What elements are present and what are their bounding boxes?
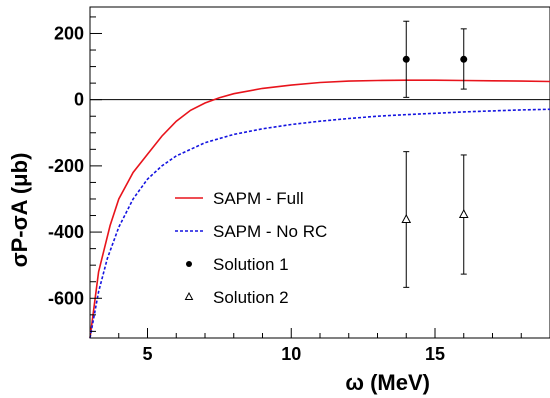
series-line-0 [89,79,550,339]
legend-swatch-2 [186,261,192,267]
legend-label-1: SAPM - No RC [213,222,327,241]
y-tick-label: 0 [74,90,84,110]
x-axis-title: ω (MeV) [345,370,430,395]
series-line-1 [89,108,550,339]
y-tick-label: -600 [48,288,84,308]
y-tick-label: -400 [48,222,84,242]
data-point-solution-2 [401,213,412,224]
legend-label-0: SAPM - Full [213,189,304,208]
legend-swatch-3 [184,291,194,300]
legend-label-2: Solution 1 [213,255,289,274]
data-point-solution-1 [460,55,468,63]
plot-frame [89,6,550,339]
data-point-solution-2 [458,208,469,219]
legend-label-3: Solution 2 [213,288,289,307]
x-tick-label: 5 [142,344,152,364]
data-point-solution-1 [402,55,410,63]
y-axis-title: σP-σA (μb) [7,153,32,268]
y-tick-label: 200 [54,23,84,43]
x-tick-label: 10 [281,344,301,364]
y-tick-label: -200 [48,156,84,176]
x-tick-label: 15 [425,344,445,364]
